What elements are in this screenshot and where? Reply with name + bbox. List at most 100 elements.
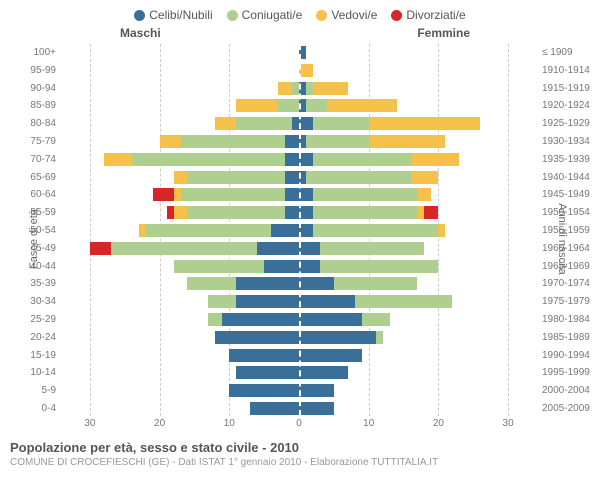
birth-year-label: 1935-1939 <box>538 151 600 169</box>
bar-row <box>62 400 536 418</box>
female-half <box>299 382 536 400</box>
x-tick: 10 <box>224 418 235 429</box>
bar-segment-con <box>355 295 453 308</box>
birth-year-label: 1925-1929 <box>538 115 600 133</box>
x-tick: 30 <box>503 418 514 429</box>
bar-row <box>62 80 536 98</box>
birth-year-label: 1995-1999 <box>538 364 600 382</box>
age-label: 5-9 <box>0 382 60 400</box>
bar-row <box>62 115 536 133</box>
bar-row <box>62 222 536 240</box>
age-label: 75-79 <box>0 133 60 151</box>
female-half <box>299 258 536 276</box>
bar-row <box>62 382 536 400</box>
x-tick: 0 <box>296 418 302 429</box>
bar-segment-ved <box>174 188 181 201</box>
birth-year-label: 1985-1989 <box>538 329 600 347</box>
age-label: 100+ <box>0 44 60 62</box>
male-half <box>62 347 299 365</box>
bar-segment-ved <box>278 82 292 95</box>
bar-segment-con <box>313 153 411 166</box>
birth-year-label: 1930-1934 <box>538 133 600 151</box>
bar-segment-ved <box>236 99 278 112</box>
bar-segment-ved <box>438 224 445 237</box>
bar-segment-div <box>167 206 174 219</box>
age-label: 80-84 <box>0 115 60 133</box>
bar-segment-ved <box>160 135 181 148</box>
bar-segment-cel <box>257 242 299 255</box>
female-half <box>299 400 536 418</box>
age-label: 20-24 <box>0 329 60 347</box>
male-half <box>62 186 299 204</box>
bar-segment-div <box>90 242 111 255</box>
age-label: 70-74 <box>0 151 60 169</box>
age-label: 95-99 <box>0 62 60 80</box>
bar-segment-con <box>278 99 299 112</box>
x-tick: 30 <box>84 418 95 429</box>
bar-segment-cel <box>236 366 299 379</box>
bar-segment-div <box>424 206 438 219</box>
male-half <box>62 97 299 115</box>
bar-segment-cel <box>285 135 299 148</box>
male-half <box>62 80 299 98</box>
birth-year-label: 1990-1994 <box>538 347 600 365</box>
bar-row <box>62 97 536 115</box>
bar-segment-ved <box>313 82 348 95</box>
bar-segment-cel <box>285 206 299 219</box>
bar-row <box>62 311 536 329</box>
birth-year-label: 1910-1914 <box>538 62 600 80</box>
female-half <box>299 364 536 382</box>
bar-segment-cel <box>299 260 320 273</box>
x-tick: 20 <box>154 418 165 429</box>
bar-segment-ved <box>417 206 424 219</box>
bar-segment-con <box>306 82 313 95</box>
bar-segment-ved <box>104 153 132 166</box>
male-half <box>62 169 299 187</box>
legend-item: Vedovi/e <box>316 8 377 22</box>
bar-segment-con <box>306 171 411 184</box>
bar-segment-cel <box>264 260 299 273</box>
male-half <box>62 382 299 400</box>
bar-segment-cel <box>299 295 355 308</box>
male-half <box>62 44 299 62</box>
bar-segment-ved <box>299 64 313 77</box>
female-half <box>299 293 536 311</box>
bar-segment-cel <box>285 188 299 201</box>
chart-footer: Popolazione per età, sesso e stato civil… <box>0 434 600 468</box>
birth-year-label: 1950-1954 <box>538 204 600 222</box>
bar-segment-cel <box>271 224 299 237</box>
legend-label: Coniugati/e <box>242 8 303 22</box>
male-half <box>62 133 299 151</box>
age-label: 65-69 <box>0 169 60 187</box>
birth-year-label: 1960-1964 <box>538 240 600 258</box>
bar-segment-ved <box>369 117 481 130</box>
bar-segment-con <box>208 295 236 308</box>
age-label: 25-29 <box>0 311 60 329</box>
legend-item: Coniugati/e <box>227 8 303 22</box>
bar-row <box>62 293 536 311</box>
female-half <box>299 44 536 62</box>
male-half <box>62 62 299 80</box>
male-half <box>62 240 299 258</box>
bar-segment-con <box>313 117 369 130</box>
bar-segment-ved <box>215 117 236 130</box>
bar-row <box>62 258 536 276</box>
bar-row <box>62 169 536 187</box>
bar-row <box>62 62 536 80</box>
bar-segment-ved <box>139 224 146 237</box>
age-label: 90-94 <box>0 80 60 98</box>
bar-row <box>62 240 536 258</box>
bar-segment-con <box>132 153 285 166</box>
bar-segment-cel <box>250 402 299 415</box>
bar-segment-con <box>187 206 285 219</box>
legend-label: Divorziati/e <box>406 8 465 22</box>
female-half <box>299 151 536 169</box>
bar-segment-cel <box>299 117 313 130</box>
bar-segment-con <box>208 313 222 326</box>
male-half <box>62 329 299 347</box>
bar-segment-cel <box>299 188 313 201</box>
bar-row <box>62 151 536 169</box>
age-label: 50-54 <box>0 222 60 240</box>
male-half <box>62 400 299 418</box>
birth-year-label: 1970-1974 <box>538 275 600 293</box>
